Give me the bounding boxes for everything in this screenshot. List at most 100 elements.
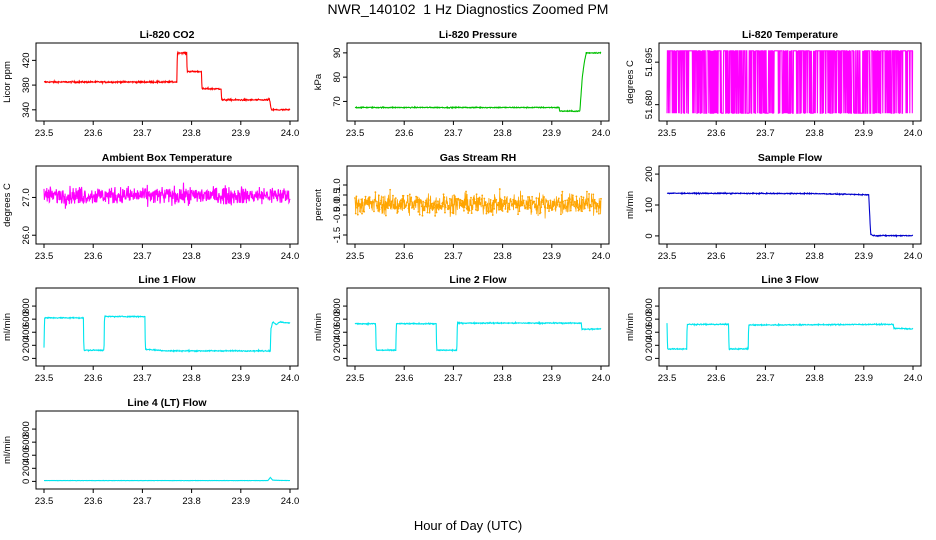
x-tick-label: 23.6 <box>84 251 103 262</box>
data-point <box>590 205 593 208</box>
data-point <box>571 194 574 197</box>
panel-li-820-co2: Li-820 CO2 23.5 23.6 23.7 23.8 23.9 24.0 340 380… <box>2 29 299 139</box>
data-point <box>380 199 382 202</box>
data-point <box>481 194 484 197</box>
y-tick-label: 200 <box>332 337 343 353</box>
x-tick-label: 23.9 <box>232 373 251 384</box>
data-point <box>550 207 552 209</box>
data-point <box>574 200 576 203</box>
data-point <box>454 199 457 202</box>
x-tick-label: 23.8 <box>493 373 512 384</box>
y-tick-label: 380 <box>21 77 32 93</box>
panel-title: Sample Flow <box>758 152 823 164</box>
data-point <box>460 199 463 202</box>
panel-title: Gas Stream RH <box>440 152 516 164</box>
data-point <box>597 205 600 207</box>
x-tick-label: 23.5 <box>346 251 365 262</box>
data-point <box>374 191 377 194</box>
data-point <box>557 197 560 200</box>
y-axis-label: kPa <box>313 73 324 90</box>
x-tick-label: 24.0 <box>281 251 300 262</box>
data-point <box>541 199 544 202</box>
y-tick-label: 800 <box>644 298 655 314</box>
y-tick-label: 0 <box>644 233 655 238</box>
data-point <box>586 202 589 205</box>
data-point <box>517 213 519 216</box>
x-tick-label: 23.9 <box>855 128 874 139</box>
data-point <box>443 196 446 199</box>
data-point <box>392 204 395 206</box>
data-point <box>584 200 587 203</box>
data-point <box>408 193 411 196</box>
data-point <box>484 201 487 203</box>
series-markers <box>354 188 602 217</box>
data-point <box>361 212 363 215</box>
data-point <box>519 204 522 207</box>
plot-frame <box>346 42 610 122</box>
data-point <box>467 212 470 214</box>
data-point <box>404 206 407 208</box>
data-point <box>569 209 572 212</box>
data-point <box>517 204 520 207</box>
data-point <box>579 205 581 208</box>
data-point <box>370 202 373 205</box>
data-point <box>491 214 494 216</box>
data-point <box>379 203 382 206</box>
data-point <box>450 199 453 201</box>
data-point <box>449 211 452 214</box>
data-point <box>414 204 417 206</box>
data-point <box>498 208 500 211</box>
y-tick-label: -0.5 <box>332 207 343 223</box>
x-tick-label: 23.7 <box>444 373 463 384</box>
y-tick-label: 0 <box>644 356 655 361</box>
data-point <box>491 204 493 207</box>
data-point <box>446 202 448 205</box>
data-point <box>441 205 444 208</box>
panel-sample-flow: Sample Flow 23.5 23.6 23.7 23.8 23.9 24.0 0 100 2… <box>625 152 922 262</box>
data-point <box>416 196 419 199</box>
data-point <box>583 207 586 210</box>
y-tick-label: 600 <box>644 311 655 327</box>
y-tick-label: 800 <box>21 421 32 437</box>
panel-title: Line 1 Flow <box>138 274 196 286</box>
data-point <box>389 188 392 191</box>
data-point <box>540 206 543 209</box>
data-point <box>547 204 550 206</box>
data-point <box>551 208 554 211</box>
data-point <box>576 206 579 209</box>
data-point <box>356 213 359 216</box>
x-tick-label: 23.9 <box>232 128 251 139</box>
data-point <box>529 199 532 202</box>
y-tick-label: -1.5 <box>332 227 343 243</box>
data-point <box>548 210 550 212</box>
data-point <box>500 199 503 201</box>
series-line-sample-flow <box>666 191 914 238</box>
panel-line-1-flow: Line 1 Flow 23.5 23.6 23.7 23.8 23.9 24.0 0 2004… <box>2 274 299 384</box>
data-point <box>483 197 486 200</box>
y-tick-label: 0.5 <box>332 188 343 201</box>
panel-line-4-lt-flow: Line 4 (LT) Flow 23.5 23.6 23.7 23.8 23.9 24.0… <box>2 397 299 507</box>
data-point <box>494 200 497 203</box>
x-tick-label: 23.8 <box>493 251 512 262</box>
main-title: NWR_140102 1 Hz Diagnostics Zoomed PM <box>327 1 609 17</box>
data-point <box>462 206 465 209</box>
data-point <box>428 211 431 214</box>
data-point <box>500 201 503 204</box>
data-point <box>557 200 560 203</box>
data-point <box>553 204 556 206</box>
x-tick-label: 23.6 <box>395 373 414 384</box>
data-point <box>429 199 432 201</box>
data-point <box>447 204 450 207</box>
data-point <box>366 199 368 202</box>
data-point <box>472 202 475 205</box>
data-point <box>565 205 568 208</box>
data-point <box>589 204 592 206</box>
x-tick-label: 23.5 <box>35 128 54 139</box>
data-point <box>600 197 602 200</box>
panel-title: Li-820 Temperature <box>742 29 838 41</box>
data-point <box>394 197 397 200</box>
data-point <box>417 210 420 213</box>
data-point <box>570 201 573 204</box>
panel-title: Line 3 Flow <box>761 274 819 286</box>
data-point <box>507 207 510 209</box>
